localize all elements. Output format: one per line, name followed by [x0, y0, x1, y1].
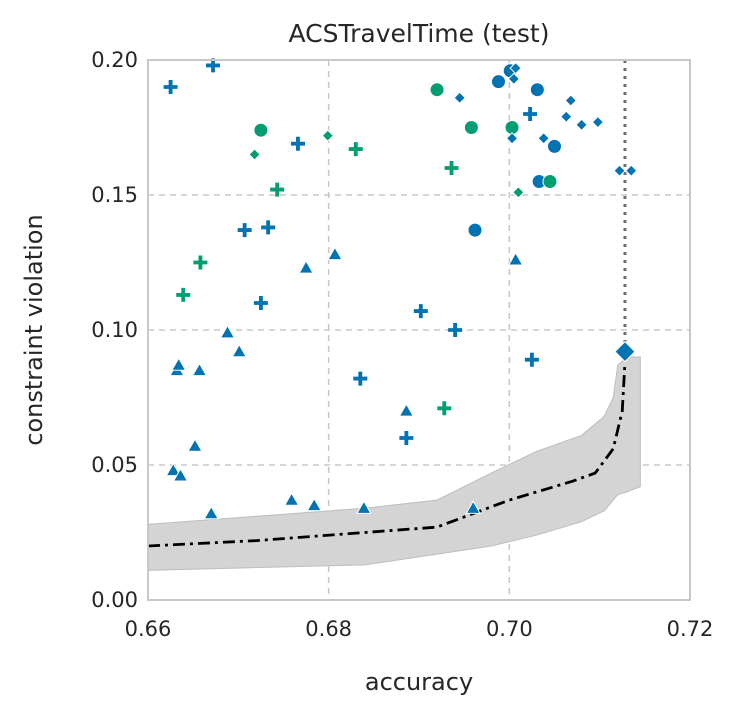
triangle-point [170, 357, 187, 371]
plus-point [437, 401, 452, 416]
plus-point [523, 107, 538, 121]
circle-point [463, 120, 479, 135]
circle-point [529, 82, 545, 98]
circle-point [542, 174, 558, 189]
diamond-point [591, 115, 605, 129]
y-tick-label: 0.00 [91, 588, 138, 612]
circle-point [547, 138, 562, 154]
diamond-point [537, 132, 550, 145]
triangle-point [398, 403, 415, 417]
diamond-point [613, 164, 626, 177]
y-axis-label: constraint violation [20, 214, 48, 445]
triangle-point [187, 438, 203, 452]
diamond-point [509, 61, 522, 75]
plus-point [290, 136, 305, 151]
plus-point [444, 161, 459, 175]
diamond-point [512, 186, 525, 199]
diamond-point [248, 148, 261, 161]
plus-point [176, 287, 191, 302]
triangle-point [306, 497, 322, 512]
mean-line [147, 362, 627, 548]
triangle-point [327, 246, 343, 261]
diamond-point [505, 132, 519, 145]
diamond-point [453, 91, 466, 105]
plus-point [237, 223, 252, 238]
x-tick-label: 0.66 [125, 617, 172, 641]
triangle-point [298, 259, 314, 274]
circle-point [429, 82, 445, 98]
tick-labels: 0.66 0.68 0.70 0.72 0.00 0.05 0.10 0.15 0.20 [91, 48, 713, 641]
y-tick-label: 0.15 [91, 183, 138, 207]
diamond-point [507, 72, 521, 86]
triangle-point [231, 343, 247, 358]
mean-line-layer [147, 60, 627, 548]
plus-point [261, 220, 276, 235]
triangle-point [191, 362, 208, 377]
plus-point [524, 352, 539, 367]
triangle-point [172, 467, 189, 482]
y-tick-label: 0.05 [91, 453, 138, 477]
x-tick-label: 0.68 [305, 617, 352, 641]
circle-point [490, 74, 506, 90]
plus-point [348, 142, 363, 157]
triangle-point [356, 500, 372, 514]
x-tick-label: 0.72 [667, 617, 714, 641]
y-tick-label: 0.20 [91, 48, 138, 72]
diamond-point [575, 118, 588, 132]
diamond-point [564, 94, 577, 107]
x-tick-label: 0.70 [486, 617, 533, 641]
circle-point [253, 122, 269, 138]
plus-point [413, 304, 428, 319]
plus-point [353, 371, 368, 386]
plus-point [448, 323, 463, 338]
triangle-point [203, 505, 219, 520]
triangle-point [507, 251, 524, 266]
diamond-point [625, 164, 638, 177]
x-axis-label: accuracy [365, 668, 473, 696]
triangle-point [283, 492, 300, 506]
plus-point [399, 431, 414, 446]
y-tick-label: 0.10 [91, 318, 138, 342]
diamond-point [560, 110, 573, 123]
diamond-point [321, 129, 334, 142]
chart-title: ACSTravelTime (test) [289, 19, 550, 48]
triangle-point [219, 324, 236, 339]
plus-point [253, 296, 268, 311]
circle-point [467, 222, 483, 238]
confidence-band [147, 356, 641, 571]
confidence-band-area [147, 356, 641, 571]
plus-point [270, 182, 285, 197]
triangle-point [165, 462, 182, 477]
plot-frame [147, 59, 691, 601]
triangle-point [465, 500, 481, 514]
plus-point [163, 80, 178, 94]
highlight-point [614, 340, 636, 363]
plus-point [193, 255, 208, 270]
data-points [163, 58, 638, 520]
plus-point [206, 58, 221, 73]
